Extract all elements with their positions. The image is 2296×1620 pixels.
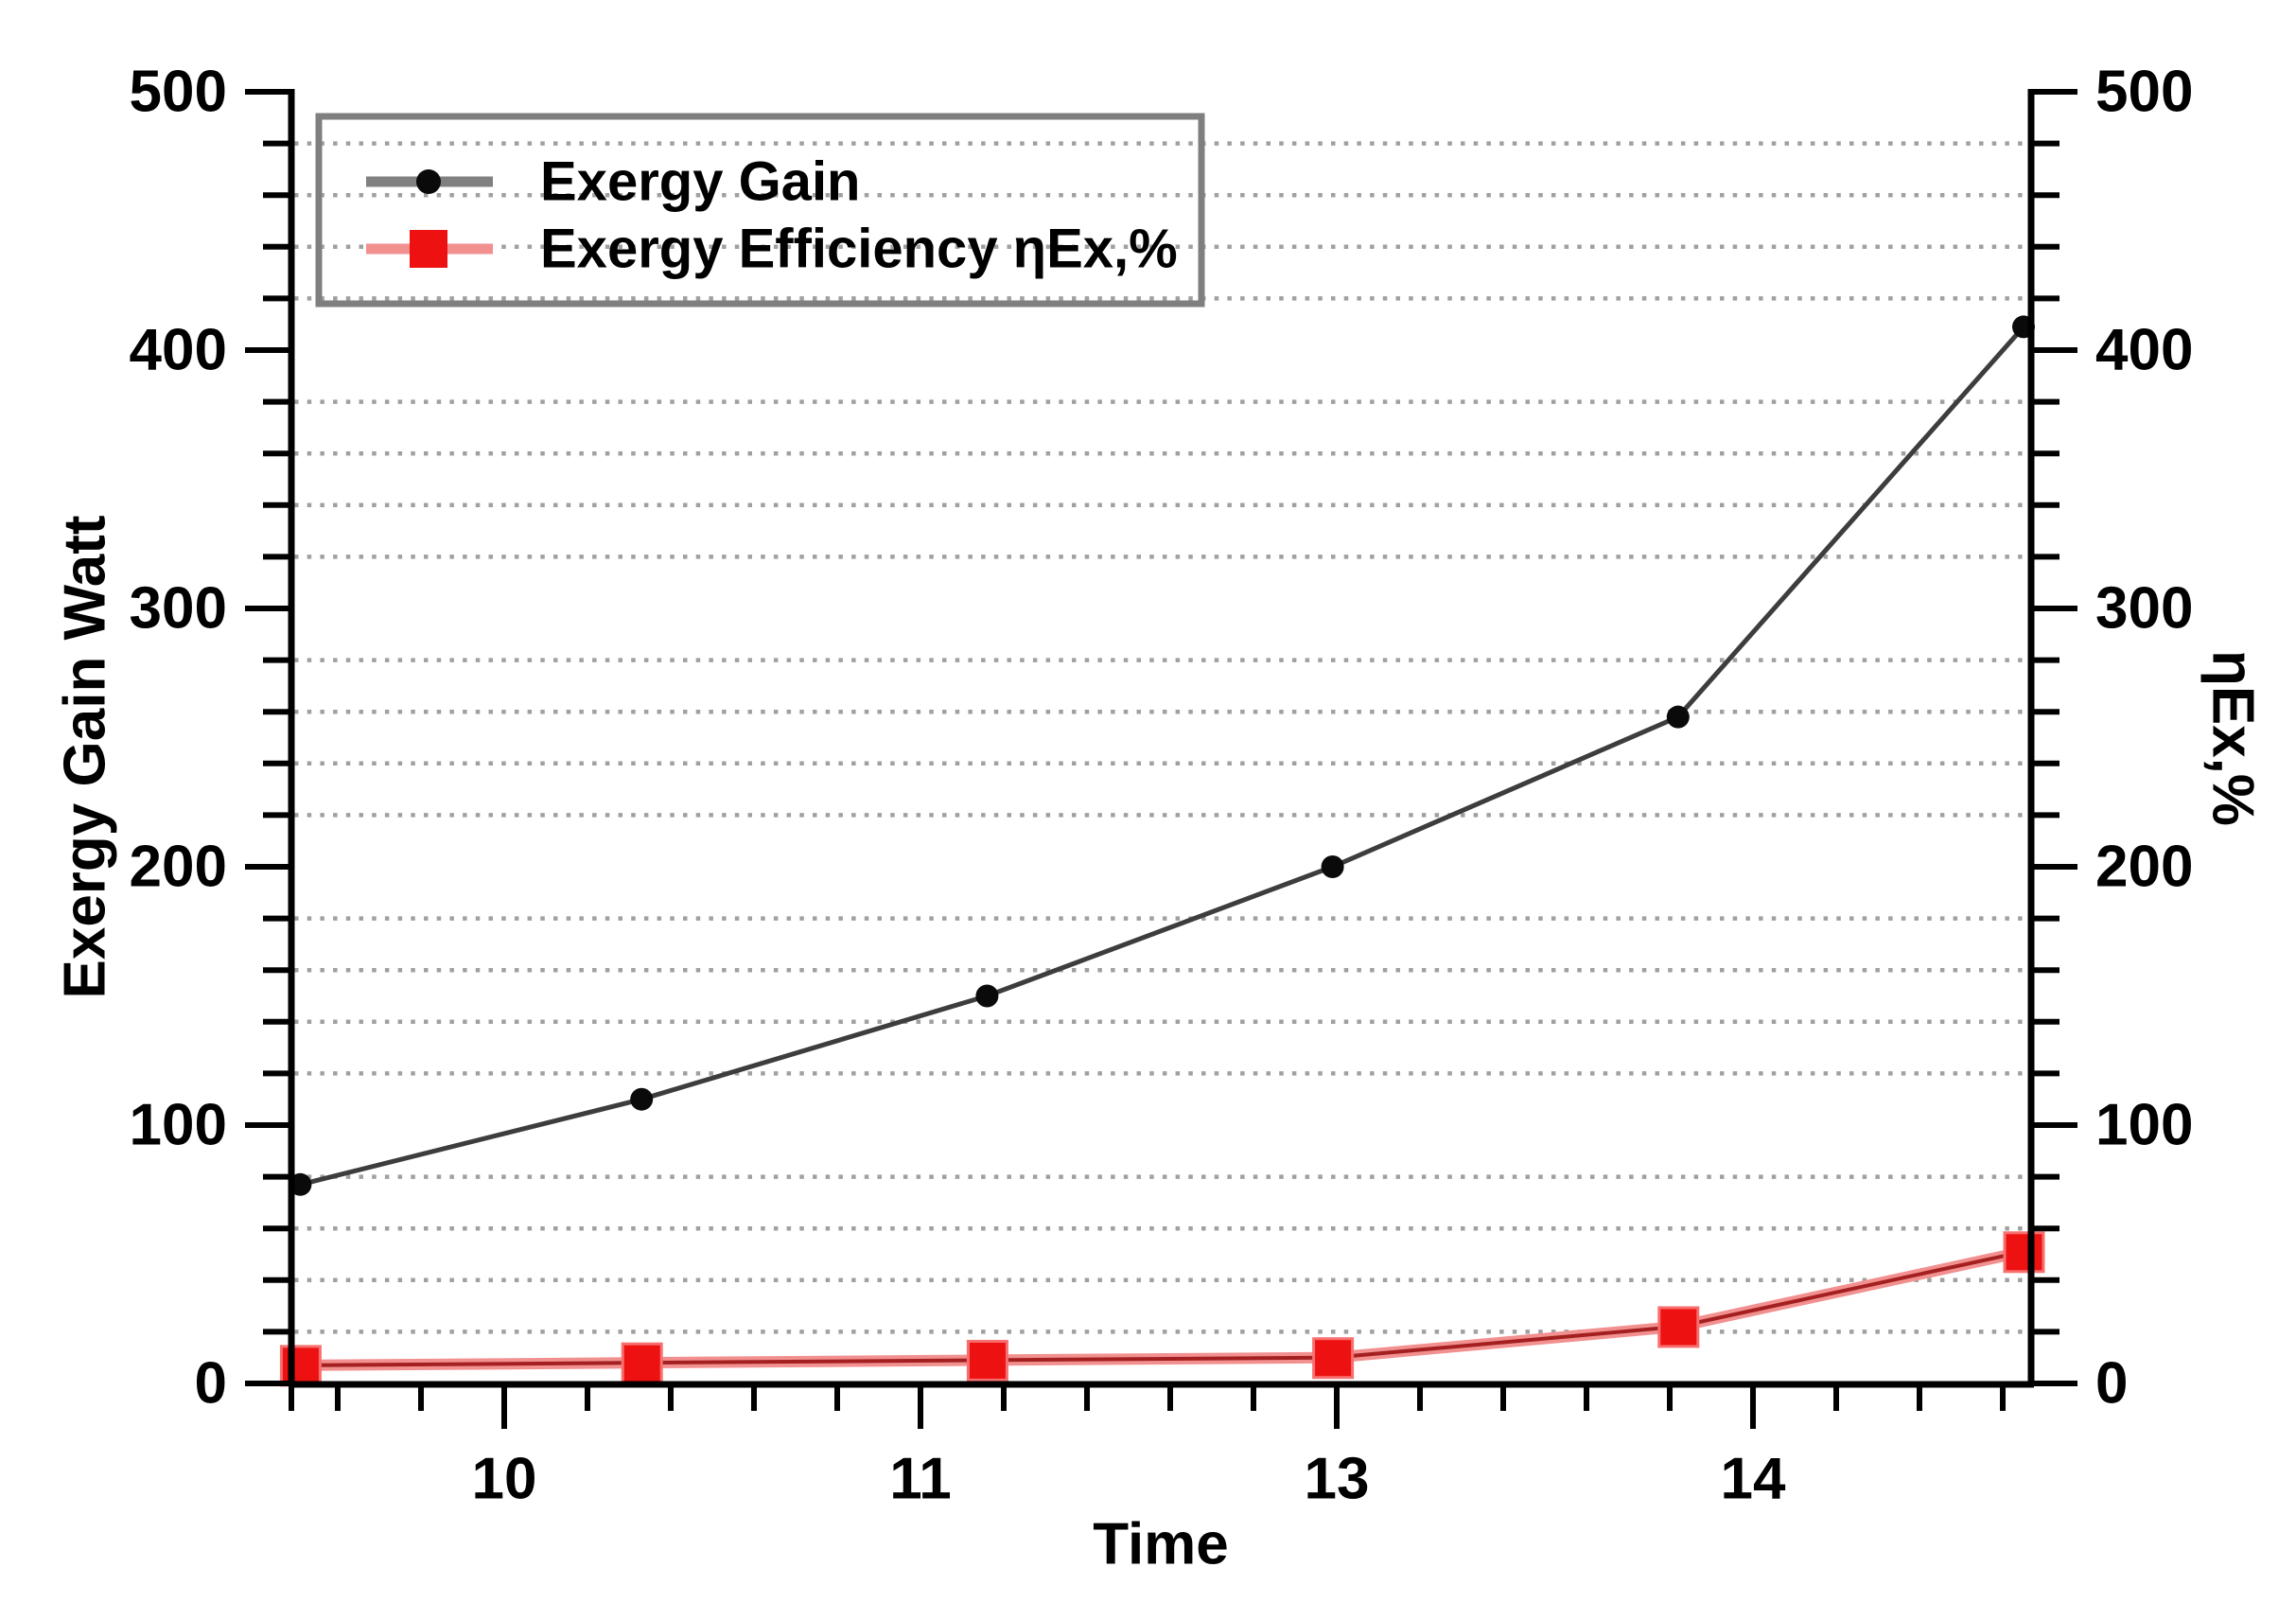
exergy-gain-line xyxy=(299,325,2025,1188)
legend-label-exergy-efficiency: Exergy Efficiency ηEx,% xyxy=(540,219,1178,280)
axes xyxy=(288,89,2035,1388)
efficiency-point-marker xyxy=(621,1342,663,1384)
efficiency-point-marker xyxy=(279,1345,322,1387)
x-tick-label: 10 xyxy=(472,1447,537,1512)
efficiency-point-marker xyxy=(1657,1306,1700,1348)
x-tick-label: 13 xyxy=(1305,1447,1370,1512)
legend-label-exergy-gain: Exergy Gain xyxy=(540,151,860,213)
y-left-tick-label: 200 xyxy=(130,835,227,900)
y-right-tick-label: 0 xyxy=(2095,1351,2128,1417)
efficiency-point-marker xyxy=(2003,1231,2045,1274)
axis-titles: Exergy Gain Watt ηEx,% Time xyxy=(53,515,2266,1576)
legend-marker-square xyxy=(410,230,447,268)
y-right-tick-label: 500 xyxy=(2095,60,2193,125)
efficiency-point-marker xyxy=(1312,1337,1355,1380)
y-right-tick-label: 300 xyxy=(2095,576,2193,642)
legend-marker-circle xyxy=(416,169,441,194)
exergy-gain-point-marker xyxy=(1666,705,1690,729)
x-axis-title: Time xyxy=(1093,1512,1229,1577)
x-tick-label: 11 xyxy=(889,1447,952,1512)
y-left-tick-label: 400 xyxy=(130,318,227,383)
efficiency-point-marker xyxy=(966,1339,1008,1382)
y-axis-right: 0 100 200 300 400 500 xyxy=(2031,60,2193,1417)
exergy-gain-point-marker xyxy=(975,984,999,1008)
series-exergy-gain xyxy=(289,315,2035,1196)
y-left-tick-label: 0 xyxy=(195,1351,227,1417)
y-right-tick-label: 200 xyxy=(2095,835,2193,900)
legend-box xyxy=(315,113,1205,308)
exergy-gain-point-marker xyxy=(1321,855,1344,878)
y-left-tick-label: 500 xyxy=(130,60,227,125)
y-right-axis-title: ηEx,% xyxy=(2200,650,2266,826)
x-tick-label: 14 xyxy=(1721,1447,1786,1512)
horizontal-gridlines xyxy=(294,141,2031,1334)
series-exergy-efficiency xyxy=(279,1231,2045,1387)
y-right-tick-label: 100 xyxy=(2095,1093,2193,1158)
y-left-tick-label: 300 xyxy=(130,576,227,642)
efficiency-line xyxy=(298,1249,2025,1367)
y-right-tick-label: 400 xyxy=(2095,318,2193,383)
y-left-axis-title: Exergy Gain Watt xyxy=(53,515,118,998)
x-axis: 10 11 13 14 xyxy=(289,1385,2006,1512)
y-axis-left: 0 100 200 300 400 500 xyxy=(130,60,291,1417)
exergy-gain-point-marker xyxy=(630,1087,654,1111)
y-left-tick-label: 100 xyxy=(130,1093,227,1158)
